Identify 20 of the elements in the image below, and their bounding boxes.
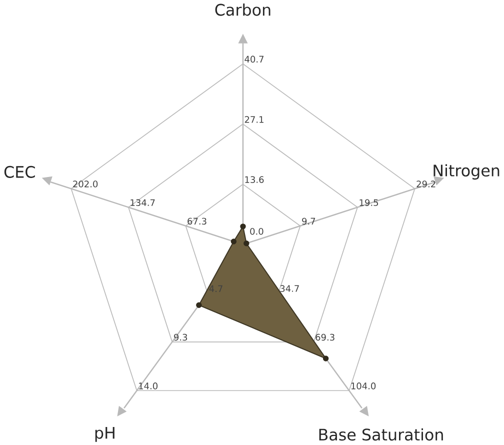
text: 14.0 bbox=[139, 382, 158, 390]
spoke-label: Carbon bbox=[215, 3, 270, 16]
text: 134.7 bbox=[130, 198, 155, 206]
text: 69.3 bbox=[316, 334, 334, 340]
text: 34.7 bbox=[280, 284, 299, 292]
text: 19.5 bbox=[360, 198, 378, 206]
text: 0.0 bbox=[250, 228, 264, 235]
spoke-label: Base Saturation bbox=[319, 428, 443, 440]
spoke-label: Nitrogen bbox=[434, 164, 500, 180]
text: 29.2 bbox=[416, 180, 436, 188]
text: 9.7 bbox=[302, 218, 316, 224]
text: 202.0 bbox=[73, 180, 98, 188]
text: 67.3 bbox=[188, 218, 206, 224]
text: 27.1 bbox=[244, 116, 264, 123]
spoke-label: pH bbox=[95, 426, 114, 442]
text: 9.3 bbox=[174, 334, 188, 340]
text: 13.6 bbox=[245, 176, 264, 183]
spoke-label: CEC bbox=[4, 166, 35, 178]
text: 40.7 bbox=[244, 56, 264, 62]
text: 104.0 bbox=[351, 382, 376, 390]
